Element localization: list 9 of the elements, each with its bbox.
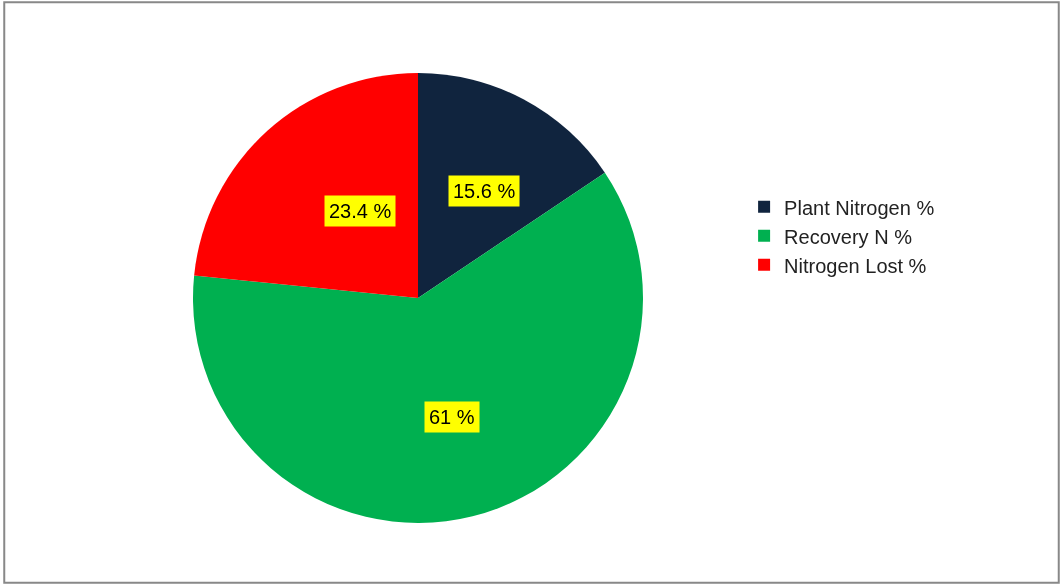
legend-label: Plant Nitrogen % xyxy=(784,196,935,219)
pie-slice xyxy=(194,73,418,298)
pie-slice xyxy=(193,172,643,523)
legend-label: Recovery N % xyxy=(784,225,913,248)
data-label: 15.6 % xyxy=(453,180,516,202)
legend-label: Nitrogen Lost % xyxy=(784,254,927,277)
data-label: 23.4 % xyxy=(329,200,392,222)
data-label: 61 % xyxy=(429,406,475,428)
pie-slice xyxy=(418,73,605,298)
